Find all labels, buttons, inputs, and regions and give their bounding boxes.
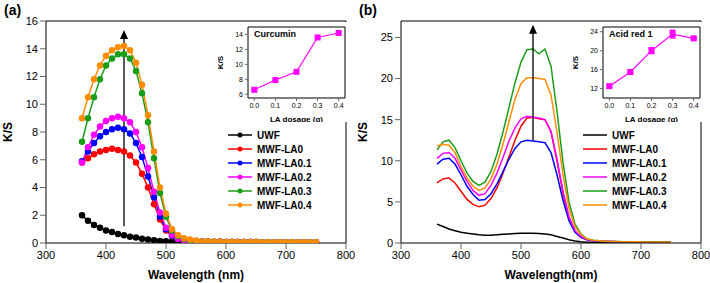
svg-text:12: 12	[235, 46, 243, 53]
svg-text:500: 500	[157, 249, 175, 261]
svg-text:400: 400	[452, 249, 470, 261]
svg-text:Wavelength (nm): Wavelength (nm)	[148, 268, 244, 282]
svg-text:0.1: 0.1	[626, 102, 636, 109]
svg-text:0: 0	[387, 237, 393, 249]
svg-text:4: 4	[32, 181, 38, 193]
svg-text:10: 10	[235, 61, 243, 68]
svg-text:5: 5	[387, 196, 393, 208]
svg-text:20: 20	[590, 47, 598, 54]
html-text:MWF-LA0.2: MWF-LA0.2	[612, 171, 667, 183]
svg-text:6: 6	[239, 91, 243, 98]
svg-text:16: 16	[26, 15, 38, 27]
svg-text:800: 800	[692, 249, 702, 261]
svg-text:0.2: 0.2	[292, 102, 302, 109]
html-text:MWF-LA0.3: MWF-LA0.3	[257, 185, 312, 197]
svg-text:K/S: K/S	[218, 55, 225, 69]
svg-text:16: 16	[590, 66, 598, 73]
svg-text:0.0: 0.0	[604, 102, 614, 109]
svg-text:6: 6	[32, 154, 38, 166]
svg-text:K/S: K/S	[573, 55, 580, 69]
html-text:MWF-LA0.1: MWF-LA0.1	[612, 157, 667, 169]
svg-text:0.3: 0.3	[668, 102, 678, 109]
svg-text:2: 2	[32, 209, 38, 221]
svg-text:700: 700	[632, 249, 650, 261]
html-text:MWF-LA0: MWF-LA0	[612, 143, 659, 155]
svg-text:12: 12	[590, 85, 598, 92]
html-text:MWF-LA0: MWF-LA0	[257, 143, 304, 155]
html-text:MWF-LA0.1: MWF-LA0.1	[257, 157, 312, 169]
svg-text:600: 600	[572, 249, 590, 261]
svg-text:400: 400	[97, 249, 115, 261]
html-text:UWF: UWF	[612, 129, 635, 141]
html-text:MWF-LA0.4: MWF-LA0.4	[612, 199, 667, 211]
svg-text:0.2: 0.2	[647, 102, 657, 109]
svg-text:500: 500	[512, 249, 530, 261]
svg-text:0.1: 0.1	[271, 102, 281, 109]
svg-text:K/S: K/S	[356, 122, 370, 142]
svg-text:300: 300	[37, 249, 55, 261]
svg-text:300: 300	[392, 249, 410, 261]
svg-text:0.3: 0.3	[313, 102, 323, 109]
svg-text:8: 8	[32, 126, 38, 138]
svg-text:0.4: 0.4	[689, 102, 699, 109]
html-text:MWF-LA0.3: MWF-LA0.3	[612, 185, 667, 197]
html-text:Curcumin: Curcumin	[254, 29, 296, 39]
svg-text:14: 14	[26, 43, 38, 55]
svg-text:600: 600	[217, 249, 235, 261]
html-text:(a): (a)	[4, 2, 22, 18]
svg-text:LA dosage (g): LA dosage (g)	[270, 115, 323, 122]
svg-text:8: 8	[239, 76, 243, 83]
svg-text:20: 20	[381, 72, 393, 84]
svg-text:14: 14	[235, 31, 243, 38]
svg-text:800: 800	[337, 249, 355, 261]
svg-text:15: 15	[381, 114, 393, 126]
svg-text:0: 0	[32, 237, 38, 249]
html-text:Acid red 1: Acid red 1	[609, 29, 653, 39]
html-text:UWF: UWF	[257, 129, 280, 141]
svg-text:25: 25	[381, 31, 393, 43]
svg-text:K/S: K/S	[8, 122, 15, 142]
svg-text:10: 10	[26, 98, 38, 110]
svg-text:24: 24	[590, 28, 598, 35]
svg-text:700: 700	[277, 249, 295, 261]
svg-text:0.0: 0.0	[249, 102, 259, 109]
svg-text:0.4: 0.4	[334, 102, 344, 109]
svg-text:Wavelength(nm): Wavelength(nm)	[505, 268, 598, 282]
svg-text:10: 10	[381, 155, 393, 167]
html-text:MWF-LA0.2: MWF-LA0.2	[257, 171, 312, 183]
svg-text:12: 12	[26, 70, 38, 82]
html-text:(b): (b)	[359, 2, 377, 18]
svg-text:LA dosage (g): LA dosage (g)	[625, 115, 678, 122]
html-text:MWF-LA0.4: MWF-LA0.4	[257, 199, 312, 211]
